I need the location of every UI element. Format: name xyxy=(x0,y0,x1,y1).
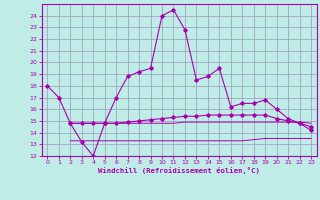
X-axis label: Windchill (Refroidissement éolien,°C): Windchill (Refroidissement éolien,°C) xyxy=(98,167,260,174)
